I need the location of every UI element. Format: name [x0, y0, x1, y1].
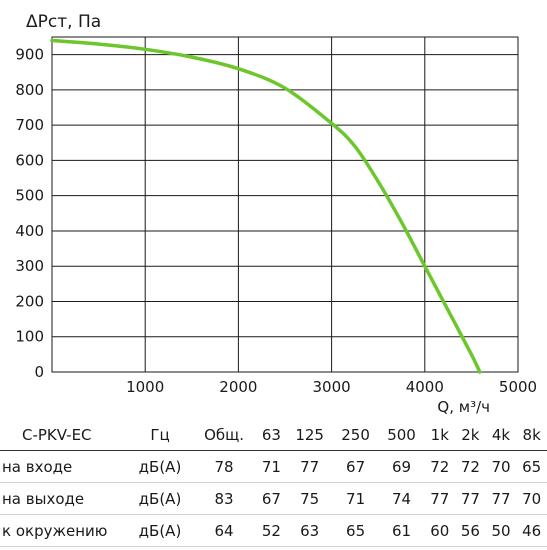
model-name: C-PKV-EC	[0, 419, 128, 451]
table-cell: 65	[516, 450, 547, 483]
table-cell: 77	[485, 482, 517, 515]
row-label: к окружению	[0, 514, 128, 547]
table-cell: 60	[424, 514, 456, 547]
y-tick-label: 700	[15, 116, 44, 134]
table-cell: 78	[192, 450, 257, 483]
pressure-flow-chart: ΔРст, Па 0 100 200 300 400 500 600 700 800 900 10…	[15, 12, 537, 416]
column-header: 500	[378, 419, 425, 451]
table-cell: 65	[332, 514, 379, 547]
y-tick-label: 500	[15, 187, 44, 205]
column-header: Общ.	[192, 419, 257, 451]
column-header: 2k	[455, 419, 486, 451]
table-cell: 46	[516, 514, 547, 547]
table-cell: 67	[332, 450, 379, 483]
y-tick-label: 100	[15, 328, 44, 346]
row-unit: дБ(А)	[128, 450, 192, 483]
table-cell: 69	[378, 450, 425, 483]
table-cell: 70	[516, 482, 547, 515]
table-header-row: C-PKV-EC Гц Общ. 63 125 250 500 1k 2k 4k…	[0, 419, 547, 451]
row-unit: дБ(А)	[128, 482, 192, 515]
table-cell: 83	[192, 482, 257, 515]
table-row: на выходе дБ(А) 83 67 75 71 74 77 77 77 …	[0, 482, 547, 515]
table-cell: 52	[256, 514, 287, 547]
chart-grid	[52, 37, 518, 373]
table-cell: 75	[286, 482, 333, 515]
x-tick-label: 3000	[313, 378, 351, 396]
series-line	[50, 38, 482, 374]
table-cell: 77	[424, 482, 456, 515]
column-header: 4k	[485, 419, 517, 451]
row-label: на входе	[0, 450, 128, 483]
x-tick-label: 2000	[219, 378, 257, 396]
table-cell: 72	[455, 450, 486, 483]
y-tick-label: 600	[15, 151, 44, 169]
table-cell: 50	[485, 514, 517, 547]
x-axis-label: Q, м³/ч	[437, 398, 490, 416]
column-header: 1k	[424, 419, 456, 451]
table-cell: 64	[192, 514, 257, 547]
row-unit: дБ(А)	[128, 514, 192, 547]
table-cell: 61	[378, 514, 425, 547]
table-cell: 67	[256, 482, 287, 515]
column-header: 250	[332, 419, 379, 451]
x-tick-label: 5000	[499, 378, 537, 396]
y-tick-label: 800	[15, 81, 44, 99]
unit-header: Гц	[128, 419, 192, 451]
y-tick-label: 400	[15, 222, 44, 240]
table-cell: 72	[424, 450, 456, 483]
noise-table: C-PKV-EC Гц Общ. 63 125 250 500 1k 2k 4k…	[0, 419, 547, 547]
column-header: 8k	[516, 419, 547, 451]
table-cell: 77	[286, 450, 333, 483]
row-label: на выходе	[0, 482, 128, 515]
y-axis-label: ΔРст, Па	[26, 12, 101, 32]
table-cell: 56	[455, 514, 486, 547]
table-cell: 77	[455, 482, 486, 515]
y-tick-labels: 0 100 200 300 400 500 600 700 800 900	[15, 46, 44, 381]
table-row: на входе дБ(А) 78 71 77 67 69 72 72 70 6…	[0, 450, 547, 483]
x-tick-labels: 1000 2000 3000 4000 5000	[126, 378, 537, 396]
y-tick-label: 0	[34, 363, 44, 381]
column-header: 63	[256, 419, 287, 451]
table-cell: 71	[256, 450, 287, 483]
table-cell: 71	[332, 482, 379, 515]
column-header: 125	[286, 419, 333, 451]
x-tick-label: 4000	[406, 378, 444, 396]
table-row: к окружению дБ(А) 64 52 63 65 61 60 56 5…	[0, 514, 547, 547]
x-tick-label: 1000	[126, 378, 164, 396]
y-tick-label: 900	[15, 46, 44, 64]
y-tick-label: 200	[15, 292, 44, 310]
plot-frame	[51, 36, 519, 373]
y-tick-label: 300	[15, 257, 44, 275]
table-cell: 70	[485, 450, 517, 483]
table-cell: 63	[286, 514, 333, 547]
table-cell: 74	[378, 482, 425, 515]
